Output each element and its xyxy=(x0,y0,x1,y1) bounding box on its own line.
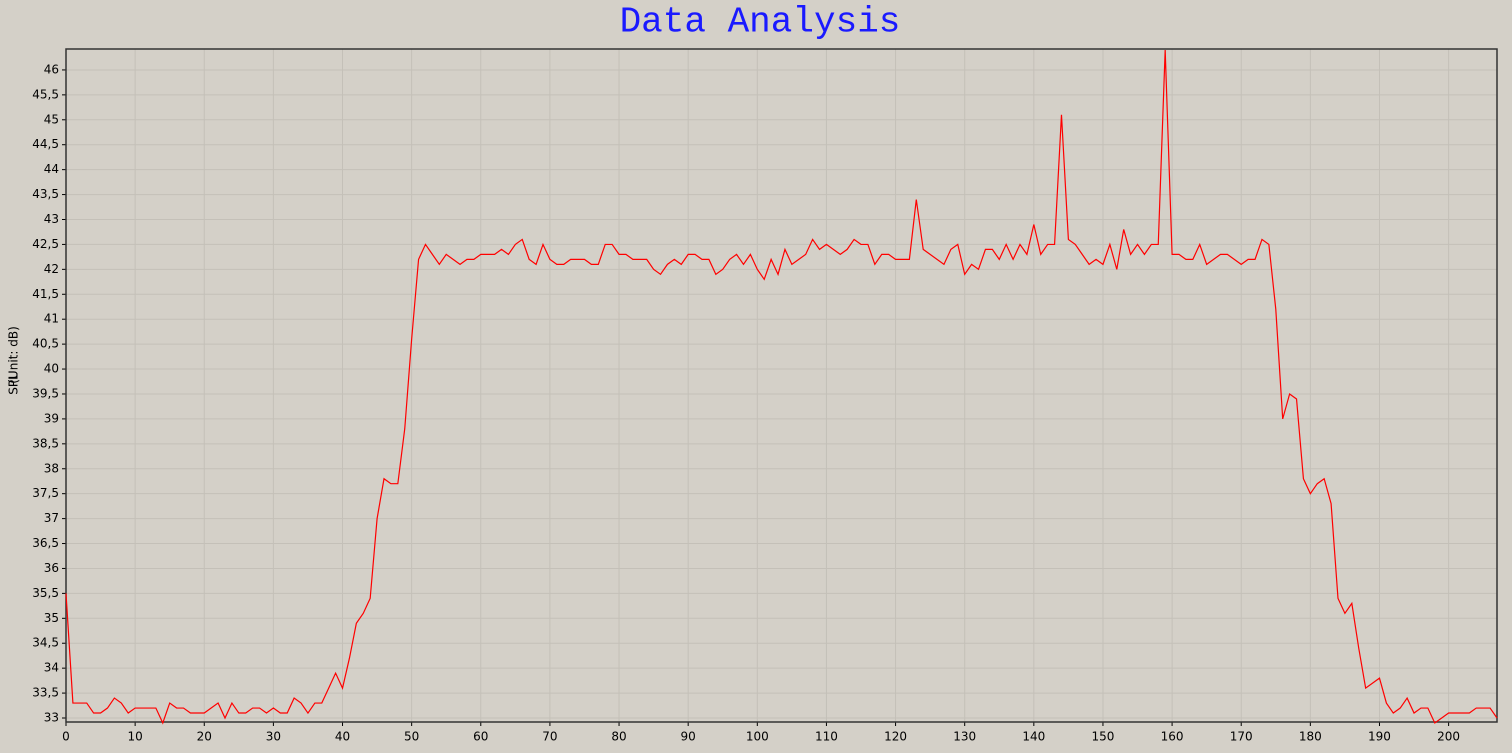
y-axis-label: SPL xyxy=(7,373,21,395)
y-tick-label: 36 xyxy=(44,561,59,575)
x-tick-label: 190 xyxy=(1368,730,1391,744)
y-tick-label: 45 xyxy=(44,112,59,126)
y-tick-label: 33,5 xyxy=(32,686,59,700)
y-tick-label: 37,5 xyxy=(32,486,59,500)
x-tick-label: 60 xyxy=(473,730,488,744)
x-tick-label: 110 xyxy=(815,730,838,744)
y-tick-label: 42 xyxy=(44,262,59,276)
y-tick-label: 34,5 xyxy=(32,636,59,650)
y-tick-label: 45,5 xyxy=(32,87,59,101)
y-tick-label: 46 xyxy=(44,62,59,76)
y-tick-label: 43,5 xyxy=(32,187,59,201)
x-tick-label: 50 xyxy=(404,730,419,744)
x-tick-label: 120 xyxy=(884,730,907,744)
y-tick-label: 40 xyxy=(44,362,59,376)
y-tick-label: 43 xyxy=(44,212,59,226)
x-tick-label: 100 xyxy=(746,730,769,744)
y-tick-label: 35,5 xyxy=(32,586,59,600)
x-tick-label: 30 xyxy=(266,730,281,744)
x-tick-label: 0 xyxy=(62,730,70,744)
x-tick-label: 90 xyxy=(681,730,696,744)
x-tick-label: 80 xyxy=(611,730,626,744)
y-tick-label: 33 xyxy=(44,711,59,725)
chart-title: Data Analysis xyxy=(620,2,901,43)
data-line xyxy=(65,49,1498,725)
x-tick-label: 180 xyxy=(1299,730,1322,744)
y-tick-label: 37 xyxy=(44,511,59,525)
y-tick-label: 40,5 xyxy=(32,337,59,351)
x-tick-label: 40 xyxy=(335,730,350,744)
y-tick-label: 38 xyxy=(44,461,59,475)
y-tick-label: 42,5 xyxy=(32,237,59,251)
x-tick-label: 150 xyxy=(1092,730,1115,744)
y-tick-label: 38,5 xyxy=(32,436,59,450)
y-tick-label: 34 xyxy=(44,661,59,675)
y-axis-unit: (Unit: dB) xyxy=(7,326,21,384)
x-tick-label: 130 xyxy=(953,730,976,744)
y-tick-label: 39 xyxy=(44,411,59,425)
y-tick-label: 39,5 xyxy=(32,386,59,400)
x-tick-label: 160 xyxy=(1161,730,1184,744)
x-tick-label: 20 xyxy=(197,730,212,744)
x-tick-label: 200 xyxy=(1437,730,1460,744)
x-tick-label: 10 xyxy=(127,730,142,744)
x-tick-label: 70 xyxy=(542,730,557,744)
y-tick-label: 44 xyxy=(44,162,59,176)
y-tick-label: 41 xyxy=(44,312,59,326)
x-tick-label: 140 xyxy=(1022,730,1045,744)
y-tick-label: 36,5 xyxy=(32,536,59,550)
y-tick-label: 41,5 xyxy=(32,287,59,301)
x-tick-label: 170 xyxy=(1230,730,1253,744)
y-tick-label: 44,5 xyxy=(32,137,59,151)
y-tick-label: 35 xyxy=(44,611,59,625)
plot-frame xyxy=(65,48,1498,723)
